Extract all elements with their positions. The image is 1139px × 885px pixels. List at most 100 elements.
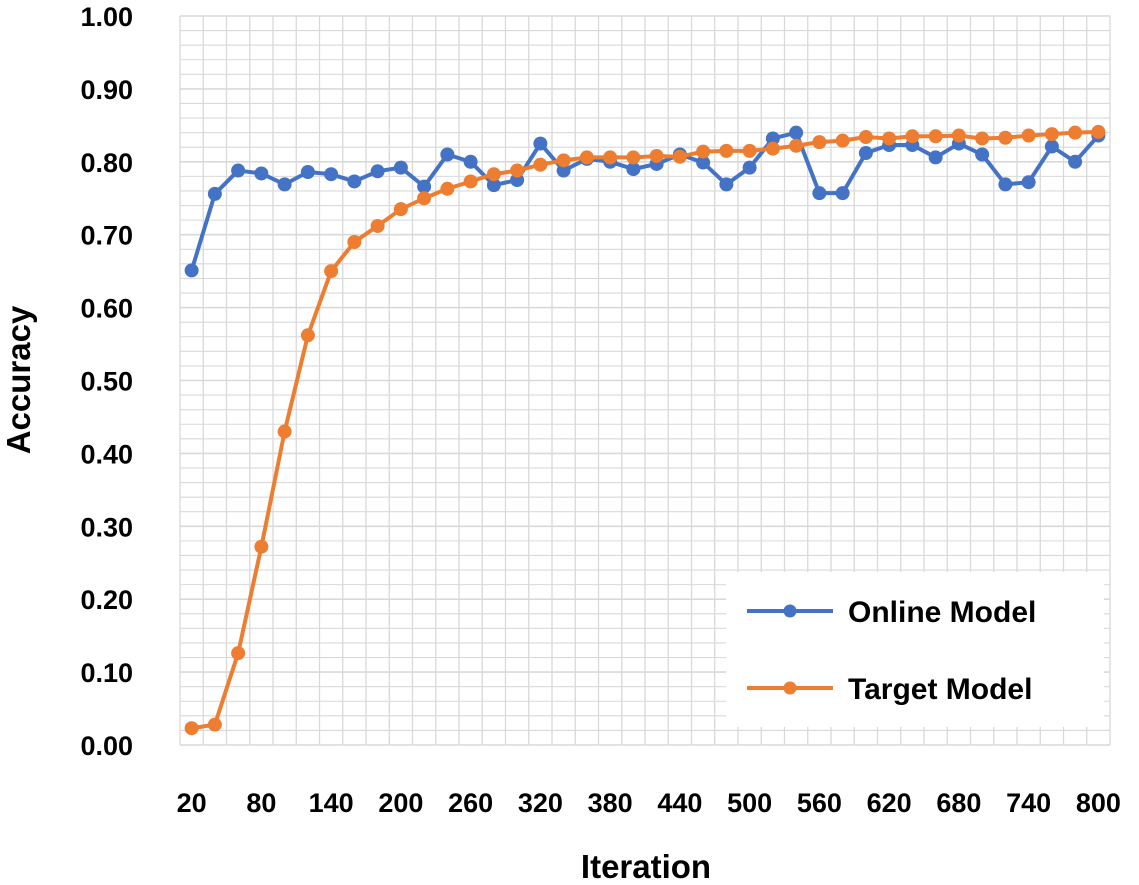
data-point-online-model bbox=[324, 167, 339, 182]
data-point-online-model bbox=[486, 178, 501, 193]
data-point-target-model bbox=[300, 328, 315, 343]
data-point-target-model bbox=[789, 138, 804, 153]
x-tick-label: 440 bbox=[657, 788, 702, 818]
y-tick-label: 0.10 bbox=[80, 658, 133, 688]
x-tick-label: 800 bbox=[1076, 788, 1121, 818]
data-point-target-model bbox=[556, 153, 571, 168]
data-point-target-model bbox=[742, 143, 757, 158]
data-point-target-model bbox=[207, 717, 222, 732]
data-point-target-model bbox=[1068, 125, 1083, 140]
data-point-target-model bbox=[486, 167, 501, 182]
y-tick-label: 0.80 bbox=[80, 148, 133, 178]
data-point-target-model bbox=[696, 144, 711, 159]
legend-box bbox=[726, 572, 1104, 727]
series-line-online-model bbox=[189, 130, 1100, 272]
x-tick-label: 620 bbox=[867, 788, 912, 818]
x-axis-tick-labels: 20 80 140 200 260 320 380 440 500 560 620 680 740 800 bbox=[177, 788, 1121, 818]
data-point-target-model bbox=[579, 150, 594, 165]
series-target-model bbox=[184, 124, 1106, 736]
y-axis-title: Accuracy bbox=[0, 305, 37, 454]
x-tick-label: 320 bbox=[518, 788, 563, 818]
data-point-target-model bbox=[928, 129, 943, 144]
x-tick-label: 80 bbox=[246, 788, 276, 818]
x-tick-label: 500 bbox=[727, 788, 772, 818]
data-point-online-model bbox=[1068, 154, 1083, 169]
data-point-online-model bbox=[626, 162, 641, 177]
data-point-target-model bbox=[719, 143, 734, 158]
data-point-target-model bbox=[951, 128, 966, 143]
data-point-target-model bbox=[277, 424, 292, 439]
data-point-online-model bbox=[463, 154, 478, 169]
data-point-online-model bbox=[347, 174, 362, 189]
y-tick-label: 1.00 bbox=[80, 2, 133, 32]
data-point-online-model bbox=[719, 177, 734, 192]
y-tick-label: 0.30 bbox=[80, 512, 133, 542]
data-point-online-model bbox=[1021, 175, 1036, 190]
y-tick-label: 0.70 bbox=[80, 221, 133, 251]
data-point-target-model bbox=[510, 163, 525, 178]
legend: Online Model Target Model bbox=[726, 572, 1104, 727]
x-tick-label: 140 bbox=[309, 788, 354, 818]
y-tick-label: 0.00 bbox=[80, 731, 133, 761]
y-axis-tick-labels: 0.00 0.10 0.20 0.30 0.40 0.50 0.60 0.70 0.80 0.90… bbox=[80, 2, 133, 761]
data-point-target-model bbox=[231, 646, 246, 661]
data-point-target-model bbox=[672, 149, 687, 164]
data-point-target-model bbox=[324, 264, 339, 279]
x-tick-label: 200 bbox=[378, 788, 423, 818]
legend-item-online-model: Online Model bbox=[747, 596, 1036, 629]
y-tick-label: 0.60 bbox=[80, 294, 133, 324]
x-tick-label: 260 bbox=[448, 788, 493, 818]
series-line-target-model bbox=[191, 129, 1099, 731]
data-point-target-model bbox=[1021, 128, 1036, 143]
data-point-target-model bbox=[347, 234, 362, 249]
data-point-online-model bbox=[417, 179, 432, 194]
data-point-target-model bbox=[812, 135, 827, 150]
x-tick-label: 20 bbox=[177, 788, 207, 818]
data-point-target-model bbox=[440, 181, 455, 196]
y-tick-label: 0.40 bbox=[80, 439, 133, 469]
data-point-online-model bbox=[975, 147, 990, 162]
y-tick-label: 0.50 bbox=[80, 367, 133, 397]
data-point-target-model bbox=[975, 131, 990, 146]
data-point-target-model bbox=[417, 191, 432, 206]
data-point-target-model bbox=[998, 130, 1013, 145]
x-tick-label: 680 bbox=[936, 788, 981, 818]
legend-marker-online-model bbox=[783, 604, 797, 618]
data-point-online-model bbox=[742, 160, 757, 175]
x-tick-label: 740 bbox=[1006, 788, 1051, 818]
data-point-online-model bbox=[393, 160, 408, 175]
data-point-online-model bbox=[184, 263, 199, 278]
data-point-target-model bbox=[393, 202, 408, 217]
data-point-online-model bbox=[300, 165, 315, 180]
data-point-target-model bbox=[463, 174, 478, 189]
data-point-target-model bbox=[835, 133, 850, 148]
data-point-online-model bbox=[789, 125, 804, 140]
data-point-target-model bbox=[1091, 124, 1106, 139]
data-point-target-model bbox=[905, 129, 920, 144]
data-point-online-model bbox=[998, 177, 1013, 192]
x-tick-label: 380 bbox=[588, 788, 633, 818]
legend-item-target-model: Target Model bbox=[747, 673, 1032, 706]
data-point-online-model bbox=[1044, 139, 1059, 154]
data-point-online-model bbox=[696, 155, 711, 170]
data-point-online-model bbox=[231, 163, 246, 178]
data-point-target-model bbox=[882, 131, 897, 146]
data-point-online-model bbox=[835, 186, 850, 201]
data-point-online-model bbox=[533, 136, 548, 151]
data-point-online-model bbox=[370, 164, 385, 179]
y-tick-label: 0.20 bbox=[80, 585, 133, 615]
x-axis-title: Iteration bbox=[581, 848, 711, 885]
data-point-target-model bbox=[1044, 127, 1059, 142]
data-point-online-model bbox=[440, 147, 455, 162]
data-point-target-model bbox=[858, 130, 873, 145]
data-point-online-model bbox=[928, 150, 943, 165]
data-point-online-model bbox=[858, 146, 873, 161]
data-point-online-model bbox=[277, 177, 292, 192]
data-point-target-model bbox=[603, 150, 618, 165]
y-tick-label: 0.90 bbox=[80, 75, 133, 105]
data-point-online-model bbox=[812, 186, 827, 201]
data-point-target-model bbox=[626, 150, 641, 165]
legend-label-target-model: Target Model bbox=[848, 673, 1032, 706]
series-layer bbox=[184, 124, 1106, 736]
